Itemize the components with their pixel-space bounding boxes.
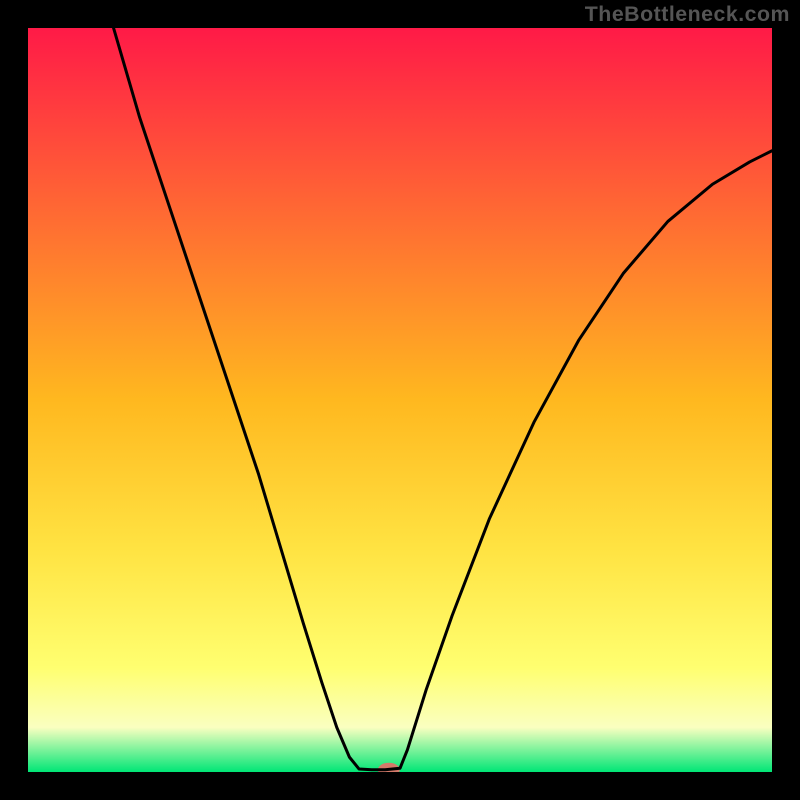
gradient-background xyxy=(28,28,772,772)
watermark-text: TheBottleneck.com xyxy=(585,2,790,27)
bottleneck-chart xyxy=(0,0,800,800)
chart-container: TheBottleneck.com xyxy=(0,0,800,800)
